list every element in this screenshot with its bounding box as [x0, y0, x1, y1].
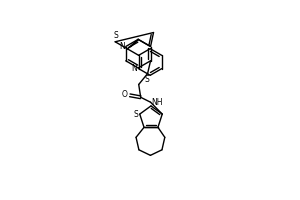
Text: S: S [145, 75, 149, 84]
Text: NH: NH [152, 98, 163, 107]
Text: S: S [134, 110, 138, 119]
Text: N: N [119, 42, 125, 51]
Text: S: S [113, 31, 118, 40]
Text: N: N [131, 64, 137, 73]
Text: O: O [122, 90, 128, 99]
